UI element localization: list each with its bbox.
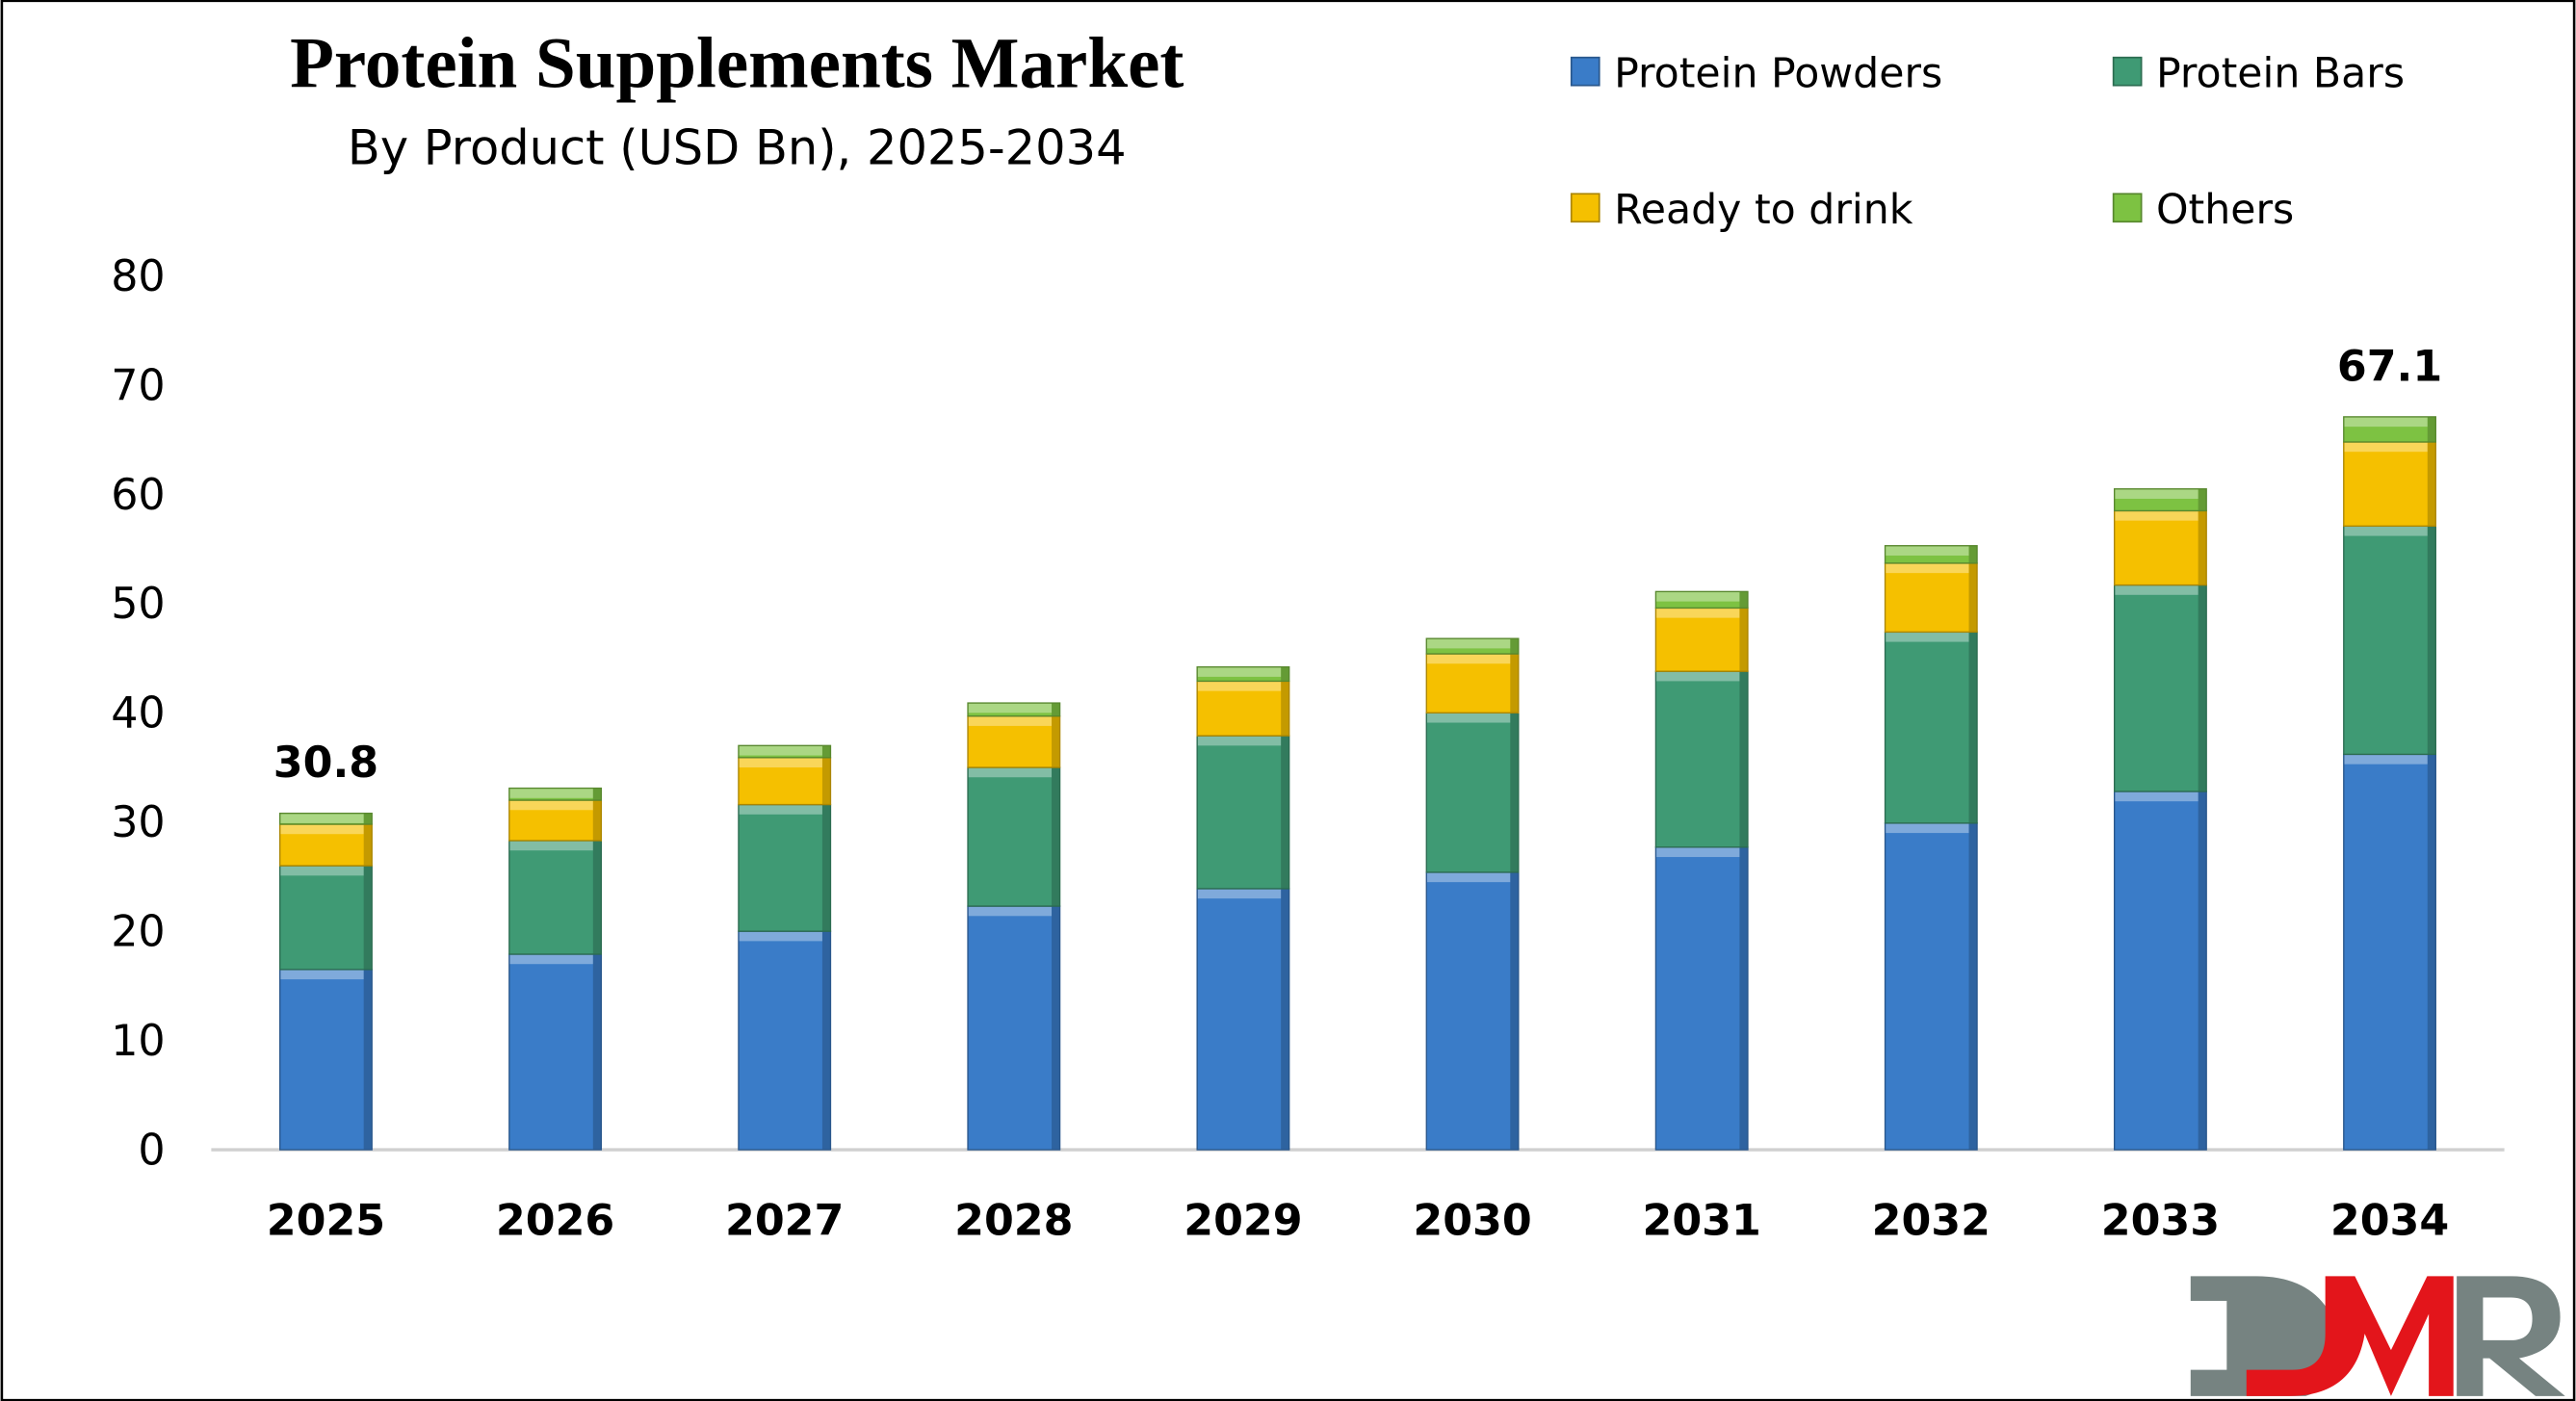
y-tick-label: 30	[111, 798, 165, 847]
x-tick-label: 2031	[1642, 1197, 1760, 1246]
x-axis: 2025 2026 2027 2028 2029 2030 2031 2032 2033 2034	[267, 1197, 2449, 1246]
bar-segment-protein-powders-2032	[1884, 822, 1978, 1151]
bar-segment-ready-to-drink-2027	[738, 757, 832, 806]
bar-segment-ready-to-drink-2033	[2113, 509, 2207, 586]
bar-segment-protein-powders-2027	[738, 930, 832, 1151]
x-tick-label: 2027	[725, 1197, 844, 1246]
x-tick-label: 2032	[1872, 1197, 1991, 1246]
bar-segment-others-2033	[2113, 488, 2207, 512]
bar-segment-others-2031	[1654, 590, 1749, 610]
bar-segment-ready-to-drink-2030	[1425, 653, 1520, 713]
bar-segment-ready-to-drink-2034	[2343, 441, 2436, 528]
bar-segment-protein-bars-2032	[1884, 631, 1978, 824]
bar-segment-protein-powders-2026	[508, 953, 603, 1151]
bar-segment-protein-bars-2029	[1196, 735, 1290, 890]
bar-segment-protein-bars-2034	[2343, 525, 2436, 756]
legend-label: Protein Powders	[1614, 49, 1942, 97]
x-tick-label: 2029	[1184, 1197, 1302, 1246]
bar-segment-protein-powders-2028	[967, 905, 1061, 1151]
x-tick-label: 2028	[954, 1197, 1073, 1246]
dmr-logo	[2190, 1276, 2565, 1396]
data-labels: 30.8 67.1	[273, 342, 2442, 788]
bar-segment-others-2027	[738, 744, 832, 759]
x-tick-label: 2025	[267, 1197, 385, 1246]
y-tick-label: 70	[111, 361, 165, 410]
bar-segment-protein-bars-2027	[738, 803, 832, 932]
data-label-total: 67.1	[2337, 342, 2442, 391]
y-tick-label: 80	[111, 252, 165, 301]
bar-segment-ready-to-drink-2032	[1884, 562, 1978, 634]
x-tick-label: 2034	[2330, 1197, 2449, 1246]
bar-segment-protein-bars-2025	[279, 865, 373, 971]
bar-segment-others-2034	[2343, 416, 2436, 443]
bar-segment-protein-powders-2025	[279, 969, 373, 1151]
bar-segment-others-2025	[279, 812, 373, 825]
legend-swatch	[2112, 193, 2143, 223]
bar-segment-protein-powders-2034	[2343, 753, 2436, 1151]
y-tick-label: 10	[111, 1017, 165, 1066]
y-tick-label: 0	[138, 1126, 165, 1175]
bar-segment-protein-powders-2033	[2113, 791, 2207, 1151]
bar-segment-protein-powders-2030	[1425, 871, 1520, 1151]
bar-segment-protein-bars-2033	[2113, 584, 2207, 792]
bar-segment-protein-bars-2030	[1425, 712, 1520, 873]
chart-title: Protein Supplements Market	[290, 23, 1184, 103]
y-tick-label: 20	[111, 908, 165, 957]
bar-segment-others-2030	[1425, 637, 1520, 655]
bar-segment-protein-bars-2028	[967, 766, 1061, 907]
legend-swatch	[1570, 193, 1600, 223]
bar-segment-others-2029	[1196, 665, 1290, 683]
bar-segment-ready-to-drink-2025	[279, 823, 373, 867]
bar-segment-others-2026	[508, 787, 603, 801]
bar-segment-protein-bars-2026	[508, 840, 603, 955]
bar-segment-others-2028	[967, 702, 1061, 717]
bar-segment-ready-to-drink-2031	[1654, 607, 1749, 672]
bar-segment-protein-powders-2029	[1196, 888, 1290, 1151]
y-tick-label: 40	[111, 689, 165, 739]
data-label-total: 30.8	[273, 739, 378, 788]
x-tick-label: 2026	[496, 1197, 614, 1246]
legend-swatch	[1570, 56, 1600, 87]
bars	[279, 416, 2436, 1151]
legend-label: Others	[2156, 186, 2294, 234]
legend-label: Ready to drink	[1614, 186, 1913, 234]
chart-subtitle: By Product (USD Bn), 2025-2034	[348, 120, 1127, 176]
y-axis: 0 10 20 30 40 50 60 70 80	[111, 252, 165, 1175]
bar-segment-others-2032	[1884, 545, 1978, 564]
bar-segment-protein-powders-2031	[1654, 846, 1749, 1151]
legend-label: Protein Bars	[2156, 49, 2405, 97]
legend: Protein Powders Protein Bars Ready to drin…	[1570, 49, 2405, 234]
bar-segment-ready-to-drink-2029	[1196, 680, 1290, 737]
bar-segment-ready-to-drink-2028	[967, 715, 1061, 768]
x-tick-label: 2033	[2101, 1197, 2220, 1246]
y-tick-label: 50	[111, 580, 165, 629]
legend-swatch	[2112, 56, 2143, 87]
bar-segment-ready-to-drink-2026	[508, 799, 603, 842]
y-tick-label: 60	[111, 471, 165, 520]
bar-segment-protein-bars-2031	[1654, 670, 1749, 848]
x-tick-label: 2030	[1413, 1197, 1531, 1246]
